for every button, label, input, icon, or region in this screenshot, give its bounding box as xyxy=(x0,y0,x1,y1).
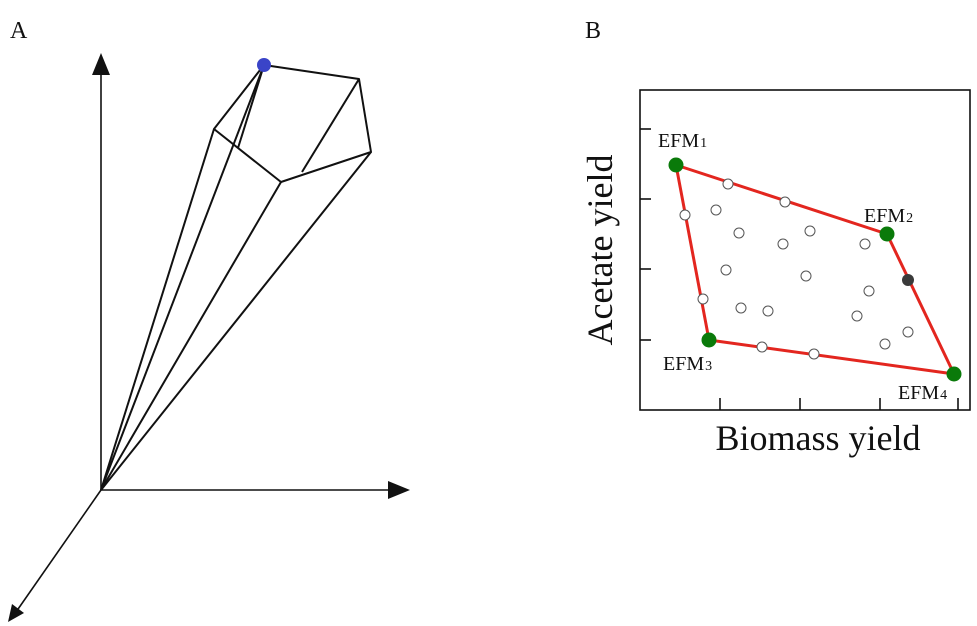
data-point xyxy=(800,270,812,282)
data-point xyxy=(779,196,791,208)
cone-edge-4 xyxy=(100,64,265,491)
efm1-label: EFM1 xyxy=(658,130,707,152)
panel-a-z-arrowhead xyxy=(92,53,110,75)
efm3-label: EFM3 xyxy=(663,353,712,375)
cone-inner-edge-1 xyxy=(237,64,265,149)
data-point xyxy=(710,204,722,216)
interior-points xyxy=(679,178,914,360)
cone-edge-2 xyxy=(100,181,282,491)
efm-vertices xyxy=(668,157,962,382)
data-point xyxy=(697,293,709,305)
data-point xyxy=(902,326,914,338)
panel-b-x-ticks xyxy=(719,398,959,410)
data-point xyxy=(804,225,816,237)
data-point xyxy=(851,310,863,322)
data-point xyxy=(859,238,871,250)
panel-a-axes xyxy=(8,53,410,622)
data-point xyxy=(863,285,875,297)
panel-a-y-arrowhead xyxy=(8,604,24,622)
efm1-point xyxy=(668,157,684,173)
cone-cross-section xyxy=(213,64,372,183)
data-point xyxy=(679,209,691,221)
panel-a: A xyxy=(8,18,410,622)
panel-a-letter: A xyxy=(10,18,28,44)
panel-b-letter: B xyxy=(585,18,601,44)
data-point xyxy=(722,178,734,190)
cone-inner-edge-2 xyxy=(301,78,360,173)
panel-a-x-arrowhead xyxy=(388,481,410,499)
data-point xyxy=(777,238,789,250)
cone-apex-point xyxy=(257,58,271,72)
efm4-label: EFM4 xyxy=(898,382,947,404)
data-point xyxy=(808,348,820,360)
panel-b-y-ticks xyxy=(640,128,651,341)
data-point xyxy=(720,264,732,276)
efm2-point xyxy=(879,226,895,242)
data-point xyxy=(735,302,747,314)
panel-a-y-axis xyxy=(15,489,102,613)
data-point xyxy=(879,338,891,350)
data-point xyxy=(733,227,745,239)
cone-edge-1 xyxy=(100,128,215,491)
panel-b-y-axis-label: Acetate yield xyxy=(580,155,620,346)
cone-edge-3 xyxy=(100,151,372,491)
panel-b-x-axis-label: Biomass yield xyxy=(716,418,921,458)
panel-b: B Biomass yield Acetate yield xyxy=(580,18,971,458)
efm4-point xyxy=(946,366,962,382)
feasible-region-polygon xyxy=(674,163,956,376)
flux-cone xyxy=(100,64,372,491)
data-point xyxy=(762,305,774,317)
efm2-label: EFM2 xyxy=(864,205,913,227)
efm3-point xyxy=(701,332,717,348)
panel-b-plot-frame xyxy=(639,89,971,411)
data-point xyxy=(756,341,768,353)
highlight-point xyxy=(902,274,914,286)
